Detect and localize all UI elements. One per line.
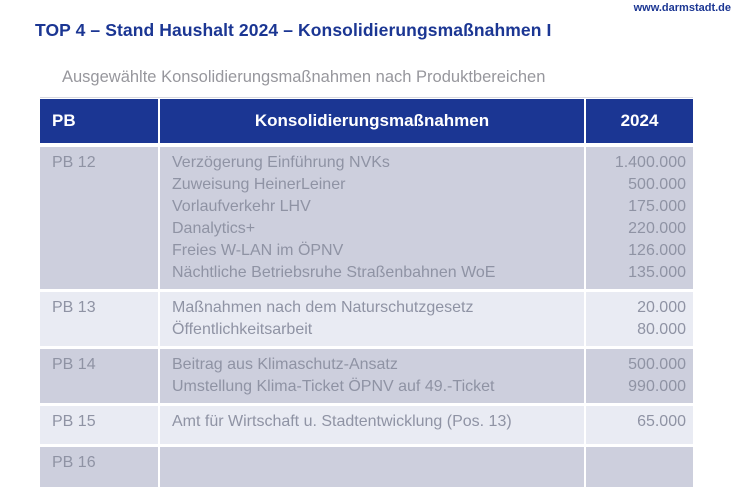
amount-value: 1.400.000 — [614, 154, 686, 171]
consolidation-table: PB Konsolidierungsmaßnahmen 2024 PB 12 Ve… — [40, 97, 693, 487]
measures-cell: Verzögerung Einführung NVKs Zuweisung Hei… — [160, 147, 584, 289]
column-header-measures: Konsolidierungsmaßnahmen — [160, 99, 584, 143]
pb-label: PB 15 — [40, 406, 158, 444]
measure-label: Vorlaufverkehr LHV — [172, 198, 311, 215]
pb-label: PB 12 — [40, 147, 158, 289]
table-row: PB 15 Amt für Wirtschaft u. Stadtentwickl… — [40, 406, 693, 444]
measure-label: Zuweisung HeinerLeiner — [172, 176, 346, 193]
pb-label: PB 13 — [40, 292, 158, 346]
pb-label: PB 14 — [40, 349, 158, 403]
measure-label: Nächtliche Betriebsruhe Straßenbahnen Wo… — [172, 264, 496, 281]
column-header-2024: 2024 — [586, 99, 693, 143]
amount-value: 175.000 — [628, 198, 686, 215]
measure-label: Verzögerung Einführung NVKs — [172, 154, 390, 171]
measures-cell: Maßnahmen nach dem Naturschutzgesetz Öffe… — [160, 292, 584, 346]
table-row: PB 12 Verzögerung Einführung NVKs Zuweisun… — [40, 147, 693, 289]
measure-label: Maßnahmen nach dem Naturschutzgesetz — [172, 299, 474, 316]
page-title: TOP 4 – Stand Haushalt 2024 – Konsolidie… — [35, 20, 552, 40]
amount-value: 65.000 — [637, 413, 686, 430]
amounts-cell — [586, 447, 693, 487]
table-body: PB 12 Verzögerung Einführung NVKs Zuweisun… — [40, 147, 693, 487]
pb-label: PB 16 — [40, 447, 158, 487]
measures-cell: Beitrag aus Klimaschutz-Ansatz Umstellung… — [160, 349, 584, 403]
amounts-cell: 20.000 80.000 — [586, 292, 693, 346]
measures-cell: Amt für Wirtschaft u. Stadtentwicklung (… — [160, 406, 584, 444]
amount-value: 126.000 — [628, 242, 686, 259]
amount-value: 500.000 — [628, 176, 686, 193]
measure-label: Danalytics+ — [172, 220, 256, 237]
amounts-cell: 1.400.000 500.000 175.000 220.000 126.000 135… — [586, 147, 693, 289]
table-row: PB 14 Beitrag aus Klimaschutz-Ansatz Umste… — [40, 349, 693, 403]
website-url: www.darmstadt.de — [633, 2, 731, 14]
measure-label: Beitrag aus Klimaschutz-Ansatz — [172, 356, 398, 373]
amounts-cell: 500.000 990.000 — [586, 349, 693, 403]
table-row: PB 16 — [40, 447, 693, 487]
amount-value: 20.000 — [637, 299, 686, 316]
column-header-pb: PB — [40, 99, 158, 143]
amount-value: 990.000 — [628, 378, 686, 395]
amount-value: 220.000 — [628, 220, 686, 237]
measure-label: Öffentlichkeitsarbeit — [172, 321, 313, 338]
measure-label: Freies W-LAN im ÖPNV — [172, 242, 344, 259]
amounts-cell: 65.000 — [586, 406, 693, 444]
table-header-row: PB Konsolidierungsmaßnahmen 2024 — [40, 99, 693, 143]
measure-label: Amt für Wirtschaft u. Stadtentwicklung (… — [172, 413, 512, 430]
measures-cell — [160, 447, 584, 487]
table-row: PB 13 Maßnahmen nach dem Naturschutzgeset… — [40, 292, 693, 346]
amount-value: 80.000 — [637, 321, 686, 338]
table-caption: Ausgewählte Konsolidierungsmaßnahmen nac… — [62, 68, 546, 86]
amount-value: 500.000 — [628, 356, 686, 373]
measure-label: Umstellung Klima-Ticket ÖPNV auf 49.-Tic… — [172, 378, 495, 395]
amount-value: 135.000 — [628, 264, 686, 281]
